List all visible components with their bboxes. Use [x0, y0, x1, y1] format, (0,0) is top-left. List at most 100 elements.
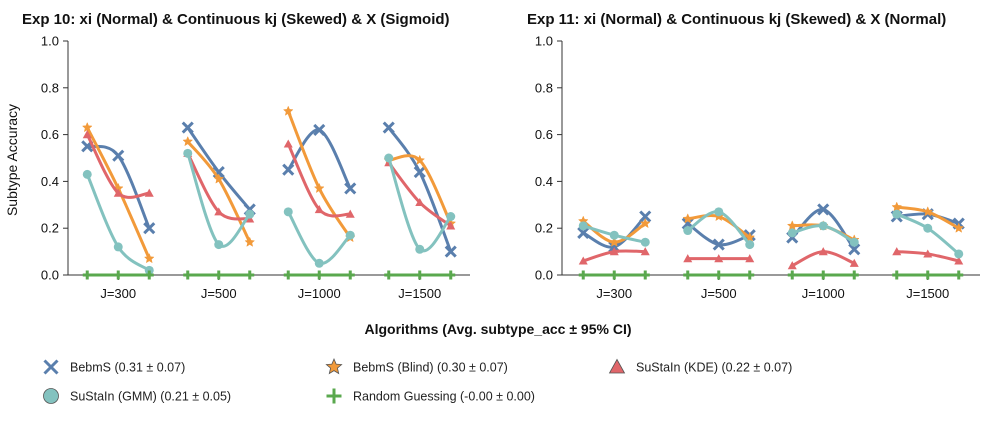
data-point-random — [714, 270, 724, 280]
data-point-bebms — [712, 238, 725, 251]
data-point-kde — [787, 261, 797, 270]
x-axis-label: Algorithms (Avg. subtype_acc ± 95% CI) — [364, 321, 631, 337]
data-point-gmm — [683, 226, 693, 236]
data-point-bebms — [181, 121, 194, 134]
data-point-gmm — [446, 212, 456, 221]
data-point-blind — [891, 201, 903, 212]
data-point-gmm — [82, 169, 92, 179]
data-point-random — [923, 270, 933, 280]
panel-exp10: Exp 10: xi (Normal) & Continuous kj (Ske… — [22, 11, 470, 301]
data-point-gmm — [113, 242, 123, 252]
data-point-blind — [953, 222, 965, 233]
data-point-random — [578, 270, 588, 280]
legend-marker-kde — [608, 358, 626, 374]
data-point-random — [787, 270, 797, 280]
data-point-kde — [954, 256, 964, 265]
data-point-blind — [244, 236, 256, 247]
data-point-random — [683, 270, 693, 280]
series-random — [578, 270, 964, 280]
data-point-blind — [143, 252, 155, 264]
data-point-bebms — [143, 222, 156, 235]
legend-label: BebmS (Blind) (0.30 ± 0.07) — [353, 361, 508, 375]
data-point-random — [892, 270, 902, 280]
data-point-random — [245, 270, 255, 280]
legend: BebmS (0.31 ± 0.07) BebmS (Blind) (0.30 ±… — [43, 357, 792, 404]
y-tick-label: 0.8 — [41, 80, 59, 95]
data-point-kde — [144, 188, 154, 197]
legend-label: SuStaIn (KDE) (0.22 ± 0.07) — [636, 361, 792, 375]
data-point-blind — [414, 154, 426, 165]
legend-item-kde: SuStaIn (KDE) (0.22 ± 0.07) — [608, 358, 792, 375]
data-point-gmm — [745, 240, 755, 250]
data-point-kde — [415, 197, 425, 207]
data-point-kde — [314, 204, 324, 214]
series-random — [82, 270, 456, 280]
data-point-bebms — [577, 226, 590, 239]
x-tick-label: J=1000 — [802, 286, 845, 301]
series-blind — [81, 105, 457, 264]
data-point-gmm — [245, 209, 255, 219]
legend-item-bebms: BebmS (0.31 ± 0.07) — [43, 359, 185, 375]
legend-item-blind: BebmS (Blind) (0.30 ± 0.07) — [325, 357, 508, 375]
data-point-kde — [640, 247, 650, 256]
data-point-gmm — [345, 230, 355, 240]
legend-label: Random Guessing (-0.00 ± 0.00) — [353, 390, 535, 404]
data-point-bebms — [444, 245, 457, 258]
y-tick-label: 1.0 — [535, 34, 553, 49]
panel-title: Exp 10: xi (Normal) & Continuous kj (Ske… — [22, 11, 450, 28]
data-point-kde — [283, 139, 293, 148]
data-point-kde — [214, 207, 224, 216]
data-point-blind — [182, 135, 194, 147]
legend-marker-random — [326, 388, 342, 404]
x-tick-label: J=500 — [701, 286, 737, 301]
data-point-kde — [609, 247, 619, 256]
data-point-gmm — [787, 228, 797, 238]
y-tick-label: 0.6 — [41, 127, 59, 142]
data-point-gmm — [214, 240, 224, 250]
panel-exp11: Exp 11: xi (Normal) & Continuous kj (Ske… — [527, 11, 980, 301]
data-point-gmm — [384, 153, 394, 163]
data-point-gmm — [954, 249, 964, 259]
data-point-random — [113, 270, 123, 280]
series-line-bebms — [186, 126, 252, 211]
legend-label: SuStaIn (GMM) (0.21 ± 0.05) — [70, 390, 231, 404]
data-point-kde — [446, 221, 456, 230]
data-point-bebms — [413, 165, 426, 179]
data-point-kde — [849, 258, 859, 267]
data-point-blind — [922, 206, 934, 217]
x-tick-label: J=300 — [100, 286, 136, 301]
data-point-kde — [923, 249, 933, 258]
y-tick-label: 0.4 — [41, 174, 59, 189]
data-point-kde — [113, 188, 123, 197]
data-point-blind — [282, 105, 294, 116]
data-point-random — [214, 270, 224, 280]
data-point-bebms — [344, 182, 357, 195]
panel-title: Exp 11: xi (Normal) & Continuous kj (Ske… — [527, 11, 946, 28]
data-point-bebms — [282, 163, 295, 176]
data-point-gmm — [640, 237, 650, 247]
data-point-random — [314, 270, 324, 280]
y-tick-label: 0.2 — [41, 221, 59, 236]
series-gmm — [578, 207, 964, 259]
data-point-gmm — [849, 237, 859, 247]
data-point-kde — [745, 254, 755, 263]
y-tick-label: 0.2 — [535, 221, 553, 236]
legend-item-random: Random Guessing (-0.00 ± 0.00) — [326, 388, 535, 404]
data-point-random — [745, 270, 755, 280]
y-tick-label: 0.0 — [535, 268, 553, 283]
data-point-blind — [213, 173, 225, 184]
data-point-gmm — [714, 207, 724, 217]
data-point-blind — [682, 213, 694, 224]
data-point-gmm — [314, 258, 324, 268]
legend-marker-gmm — [43, 388, 59, 404]
x-tick-label: J=500 — [201, 286, 237, 301]
data-point-kde — [683, 254, 693, 263]
data-point-bebms — [313, 123, 326, 136]
data-point-random — [144, 270, 154, 280]
data-point-kde — [892, 247, 902, 256]
data-point-kde — [818, 247, 828, 256]
legend-marker-bebms — [43, 359, 59, 375]
y-tick-label: 0.6 — [535, 127, 553, 142]
data-point-blind — [786, 220, 798, 231]
